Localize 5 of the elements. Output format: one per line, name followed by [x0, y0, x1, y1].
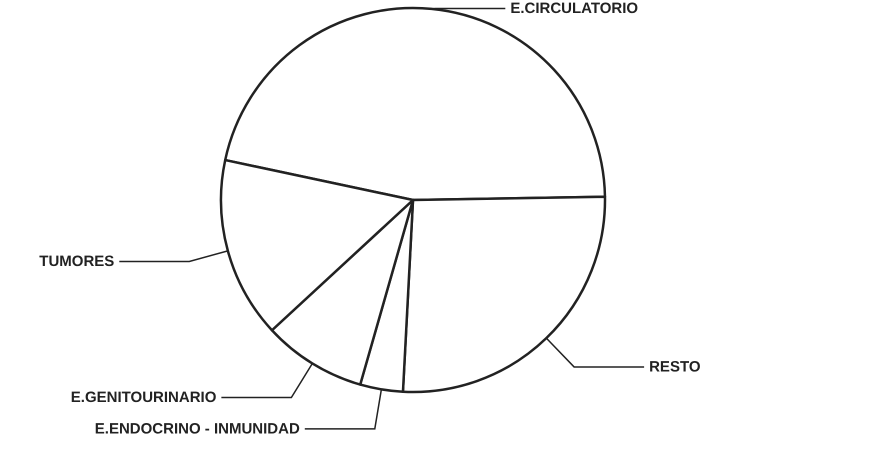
slice-label: E.GENITOURINARIO [70, 389, 217, 406]
slice-label: RESTO [649, 358, 701, 376]
slice-label: E.ENDOCRINO - INMUNIDAD [94, 420, 300, 438]
slice-label: TUMORES [39, 252, 114, 270]
slice-label: E.CIRCULATORIO [510, 0, 638, 17]
